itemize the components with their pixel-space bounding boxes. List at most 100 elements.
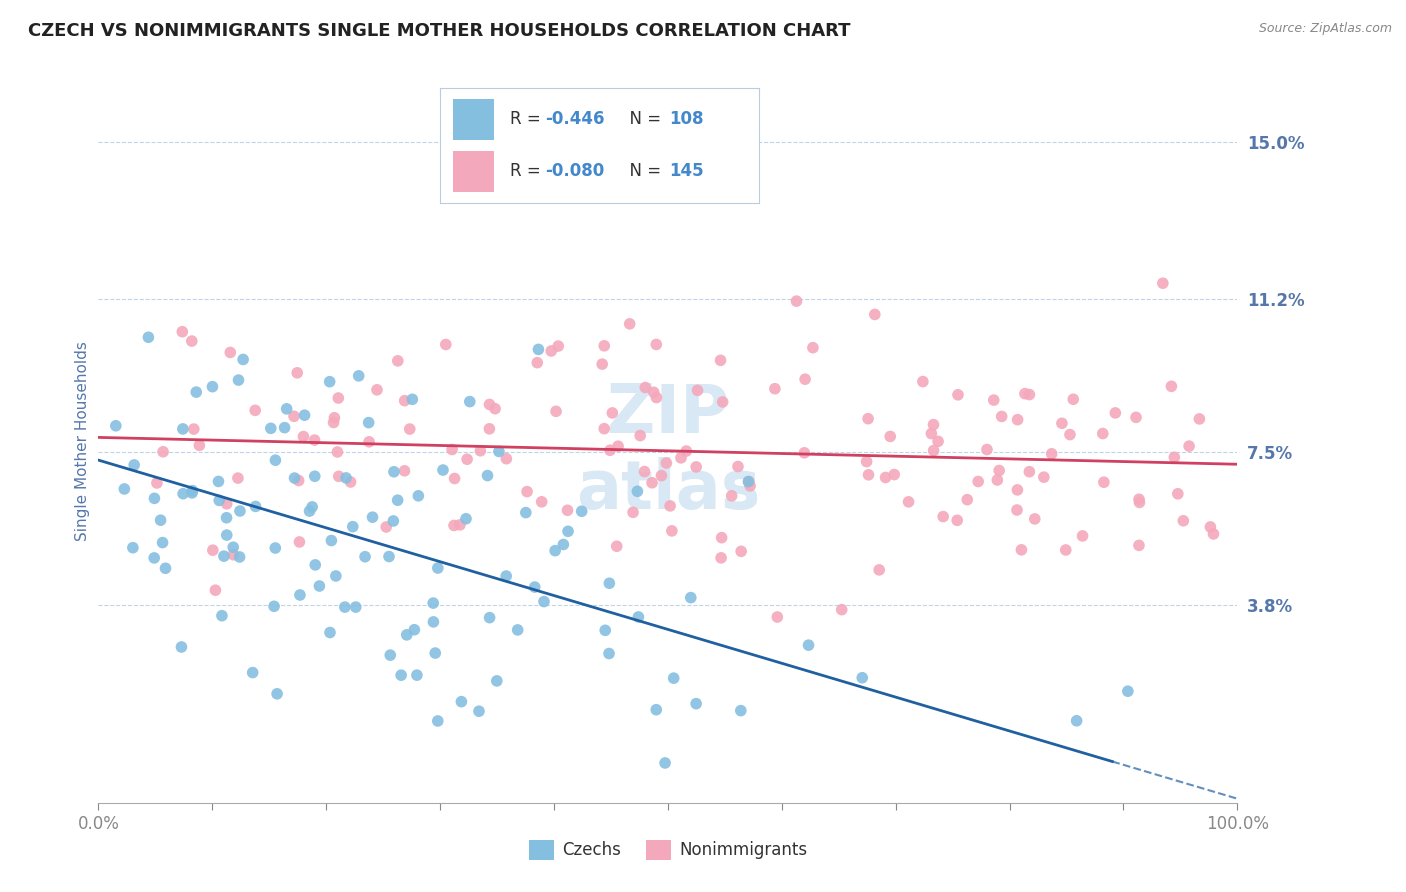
Point xyxy=(426,561,449,575)
Point xyxy=(359,434,381,449)
Point xyxy=(801,341,824,355)
Point xyxy=(344,600,367,615)
Point xyxy=(858,467,880,482)
Point xyxy=(1167,487,1189,501)
Point xyxy=(285,366,308,380)
Point xyxy=(450,695,472,709)
Point xyxy=(201,379,224,393)
Point xyxy=(170,640,193,654)
Point xyxy=(710,531,733,545)
Point xyxy=(321,533,343,548)
Point xyxy=(325,569,347,583)
Point xyxy=(1040,447,1063,461)
Point xyxy=(215,528,238,542)
Point xyxy=(208,493,231,508)
Point xyxy=(207,475,229,489)
Point xyxy=(301,500,323,514)
Point xyxy=(515,506,537,520)
Point xyxy=(382,514,405,528)
Point xyxy=(488,444,510,458)
Point xyxy=(911,375,934,389)
Point xyxy=(540,343,562,358)
Point xyxy=(495,569,517,583)
Point xyxy=(188,438,211,452)
Point xyxy=(478,397,501,411)
Point xyxy=(375,520,398,534)
Point xyxy=(506,623,529,637)
Point xyxy=(1007,483,1029,497)
Point xyxy=(308,579,330,593)
Point xyxy=(454,512,477,526)
Point xyxy=(645,391,668,405)
Point xyxy=(730,544,752,558)
Point xyxy=(1054,543,1077,558)
Point xyxy=(1050,417,1073,431)
Point xyxy=(920,426,942,441)
Point xyxy=(645,703,668,717)
Point xyxy=(526,356,548,370)
Point xyxy=(571,504,593,518)
Point xyxy=(675,444,697,458)
Point xyxy=(215,510,238,524)
Point xyxy=(264,453,287,467)
Point xyxy=(598,576,620,591)
Point xyxy=(650,468,672,483)
Point xyxy=(180,334,202,348)
Point xyxy=(477,468,499,483)
Point xyxy=(181,486,204,500)
Point xyxy=(988,463,1011,477)
Point xyxy=(219,345,242,359)
Point xyxy=(276,401,298,416)
Point xyxy=(1032,470,1054,484)
Point xyxy=(1066,714,1088,728)
Point xyxy=(443,471,465,485)
Point xyxy=(956,492,979,507)
Point xyxy=(342,519,364,533)
Point xyxy=(382,465,405,479)
Point xyxy=(422,615,444,629)
Point xyxy=(395,628,418,642)
Point xyxy=(394,464,416,478)
Point xyxy=(1128,495,1150,509)
Point xyxy=(232,352,254,367)
Point xyxy=(685,697,707,711)
Point xyxy=(1160,379,1182,393)
Point xyxy=(304,558,326,572)
Point xyxy=(1091,426,1114,441)
Point xyxy=(879,429,901,443)
Point xyxy=(186,385,208,400)
Point xyxy=(322,416,344,430)
Point xyxy=(1202,527,1225,541)
Point xyxy=(323,410,346,425)
Point xyxy=(339,475,361,489)
Point xyxy=(633,465,655,479)
Point xyxy=(398,422,420,436)
Point xyxy=(875,470,897,484)
Point xyxy=(273,420,295,434)
Point xyxy=(380,648,402,662)
Point xyxy=(333,600,356,615)
Point xyxy=(626,484,648,499)
Point xyxy=(1062,392,1084,407)
Point xyxy=(730,704,752,718)
Point xyxy=(495,451,517,466)
Point xyxy=(328,391,350,405)
Point xyxy=(547,339,569,353)
Point xyxy=(553,537,575,551)
Point xyxy=(292,429,315,443)
Point xyxy=(347,368,370,383)
Point xyxy=(986,473,1008,487)
Point xyxy=(655,456,678,470)
Point xyxy=(946,388,969,402)
Point xyxy=(855,455,877,469)
Point xyxy=(434,337,457,351)
Point xyxy=(1024,512,1046,526)
Point xyxy=(155,561,177,575)
Point xyxy=(645,337,668,351)
Point xyxy=(1059,427,1081,442)
Point xyxy=(883,467,905,482)
Point xyxy=(530,495,553,509)
Point xyxy=(1178,439,1201,453)
Point xyxy=(711,395,734,409)
Point xyxy=(621,505,644,519)
